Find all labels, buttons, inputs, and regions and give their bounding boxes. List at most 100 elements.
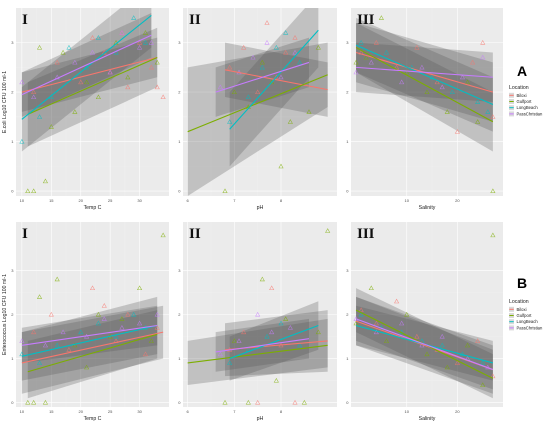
x-tick-label: 7 xyxy=(233,409,236,414)
point-biloxi xyxy=(125,84,131,90)
point-gulfport xyxy=(464,342,471,348)
x-tick-label: 20 xyxy=(79,409,84,414)
point-gulfport xyxy=(72,342,78,348)
plot-area xyxy=(187,228,331,405)
ci-band-biloxi xyxy=(21,305,164,394)
point-passchristian xyxy=(269,329,275,335)
y-tick-label: 2 xyxy=(11,312,14,317)
row-label-b: B xyxy=(517,275,527,291)
point-passchristian xyxy=(264,39,270,45)
plot-area xyxy=(187,8,328,196)
point-biloxi xyxy=(154,84,160,90)
point-gulfport xyxy=(137,285,143,291)
y-tick-label: 1 xyxy=(346,356,349,361)
point-longbeach xyxy=(475,99,481,104)
x-tick-label: 30 xyxy=(137,409,142,414)
point-longbeach xyxy=(131,311,137,317)
y-tick-label: 2 xyxy=(178,90,181,95)
y-tick-label: 1 xyxy=(178,356,181,361)
point-passchristian xyxy=(250,54,256,60)
legend-a: Location BiloxiGulfportLongBeachPassChri… xyxy=(509,85,543,117)
panel-b-i: 10 15 20 25 30 0 1 2 3 Temp C Enterococcus Log10 C… xyxy=(2,222,169,422)
point-biloxi xyxy=(480,39,486,45)
ci-band-longbeach xyxy=(229,8,319,167)
point-longbeach xyxy=(95,35,101,40)
panel-label: III xyxy=(357,12,375,28)
point-longbeach xyxy=(480,360,486,365)
point-gulfport xyxy=(353,320,359,326)
point-biloxi xyxy=(31,89,37,95)
panel-label: II xyxy=(189,12,201,28)
point-gulfport xyxy=(72,109,78,114)
x-tick-label: 15 xyxy=(49,409,54,414)
point-biloxi xyxy=(475,338,481,343)
fit-line-gulfport xyxy=(27,56,158,115)
point-gulfport xyxy=(444,109,450,114)
point-gulfport xyxy=(283,316,289,321)
y-tick-label: 0 xyxy=(178,188,181,193)
y-tick-label: 3 xyxy=(178,268,181,273)
point-gulfport xyxy=(325,228,331,233)
point-passchristian xyxy=(137,44,143,50)
point-biloxi xyxy=(54,59,60,65)
fit-line-gulfport xyxy=(187,74,328,133)
point-longbeach xyxy=(358,39,364,45)
ci-band-gulfport xyxy=(187,42,328,196)
point-biloxi xyxy=(31,329,37,335)
point-longbeach xyxy=(54,342,60,348)
x-tick-label: 10 xyxy=(20,198,25,203)
point-gulfport xyxy=(368,285,374,291)
plot-area xyxy=(353,15,496,194)
point-gulfport xyxy=(25,188,31,194)
point-gulfport xyxy=(353,59,359,65)
point-biloxi xyxy=(273,74,279,80)
point-gulfport xyxy=(444,364,450,370)
point-passchristian xyxy=(148,39,154,45)
point-gulfport xyxy=(490,188,496,194)
point-gulfport xyxy=(84,364,90,370)
legend-label: LongBeach xyxy=(517,105,539,110)
point-biloxi xyxy=(89,285,96,291)
point-biloxi xyxy=(470,59,476,65)
point-gulfport xyxy=(95,311,101,317)
x-axis-label: pH xyxy=(257,416,264,422)
legend-label: Biloxi xyxy=(517,307,527,312)
point-longbeach xyxy=(95,320,101,326)
point-gulfport xyxy=(424,89,430,95)
point-biloxi xyxy=(255,399,261,405)
point-gulfport xyxy=(25,399,31,405)
point-passchristian xyxy=(42,342,48,348)
point-longbeach xyxy=(278,320,284,326)
ci-band-longbeach xyxy=(21,296,158,381)
point-biloxi xyxy=(241,329,247,335)
fit-line-passchristian xyxy=(21,34,152,96)
point-gulfport xyxy=(273,377,279,383)
panel-label: I xyxy=(22,226,28,242)
fit-line-longbeach xyxy=(229,29,319,130)
legend-entry-longbeach: LongBeach xyxy=(509,319,538,325)
legend-b: Location BiloxiGulfportLongBeachPassChri… xyxy=(509,299,543,331)
point-gulfport xyxy=(301,399,307,405)
point-passchristian xyxy=(31,94,37,100)
x-tick-label: 30 xyxy=(137,198,142,203)
y-tick-label: 0 xyxy=(346,400,349,405)
panel-b-iii: 10 20 0 1 2 3 Salinity III xyxy=(346,222,503,422)
point-gulfport xyxy=(464,79,471,85)
point-biloxi xyxy=(66,347,72,352)
point-gulfport xyxy=(31,188,37,194)
point-longbeach xyxy=(297,59,303,65)
point-biloxi xyxy=(227,64,233,70)
point-passchristian xyxy=(19,79,25,85)
plot-area xyxy=(19,232,166,405)
point-longbeach xyxy=(449,89,455,95)
point-passchristian xyxy=(439,84,445,90)
x-tick-label: 10 xyxy=(405,198,410,203)
y-tick-label: 3 xyxy=(11,40,14,45)
x-tick-label: 20 xyxy=(79,198,84,203)
point-gulfport xyxy=(490,232,496,238)
point-passchristian xyxy=(353,316,359,321)
fit-line-gulfport xyxy=(27,333,158,373)
y-tick-label: 0 xyxy=(178,400,181,405)
point-longbeach xyxy=(439,342,445,348)
